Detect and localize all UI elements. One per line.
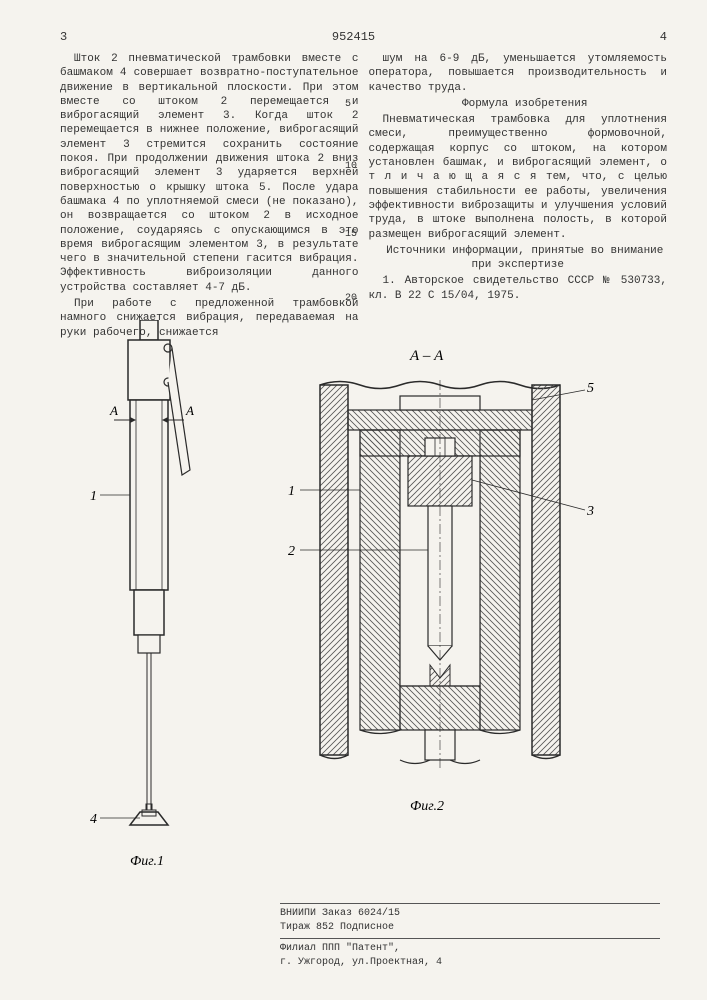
sources-title: Источники информации, принятые во вниман… [369, 244, 668, 273]
line-num-10: 10 [345, 160, 357, 173]
fig2-callout-1: 1 [288, 484, 295, 499]
fig2-label: Фиг.2 [410, 799, 444, 814]
fig1-callout-A-right: A [185, 403, 194, 418]
line-num-15: 15 [345, 228, 357, 241]
fig2-callout-5: 5 [587, 381, 594, 396]
line-num-5: 5 [345, 98, 351, 111]
figure-1: A A 1 4 Фиг.1 [90, 320, 194, 869]
fig1-label: Фиг.1 [130, 854, 164, 869]
fig2-callout-3: 3 [586, 504, 594, 519]
right-para-1: шум на 6-9 дБ, уменьшается утомляемость … [369, 52, 668, 95]
line-num-20: 20 [345, 292, 357, 305]
figures-region: A A 1 4 Фиг.1 А – А [60, 320, 660, 890]
patent-page: 3 4 952415 Шток 2 пневматической трамбов… [0, 0, 707, 362]
fig1-callout-A-left: A [109, 403, 118, 418]
fig1-callout-1: 1 [90, 489, 97, 504]
fig1-callout-4: 4 [90, 812, 97, 827]
left-page-num: 3 [60, 30, 67, 44]
fig2-callout-2: 2 [288, 544, 295, 559]
footer-line4: г. Ужгород, ул.Проектная, 4 [280, 957, 442, 968]
footer-line1: ВНИИПИ Заказ 6024/15 [280, 908, 400, 919]
right-column: шум на 6-9 дБ, уменьшается утомляемость … [369, 52, 668, 342]
footer-line2: Тираж 852 Подписное [280, 922, 394, 933]
footer-line3: Филиал ППП "Патент", [280, 943, 400, 954]
right-para-2: Пневматическая трамбовка для уплотнения … [369, 113, 668, 242]
figures-svg: A A 1 4 Фиг.1 А – А [60, 320, 660, 890]
right-para-3: 1. Авторское свидетельство СССР № 530733… [369, 274, 668, 303]
right-page-num: 4 [660, 30, 667, 44]
footer: ВНИИПИ Заказ 6024/15 Тираж 852 Подписное… [280, 900, 660, 970]
figure-2: А – А 5 [288, 348, 594, 814]
left-para-1: Шток 2 пневматической трамбовки вместе с… [60, 52, 359, 295]
left-column: Шток 2 пневматической трамбовки вместе с… [60, 52, 359, 342]
fig2-title: А – А [409, 348, 444, 364]
formula-title: Формула изобретения [369, 97, 668, 111]
text-columns: Шток 2 пневматической трамбовки вместе с… [60, 52, 667, 342]
patent-number: 952415 [332, 30, 375, 44]
